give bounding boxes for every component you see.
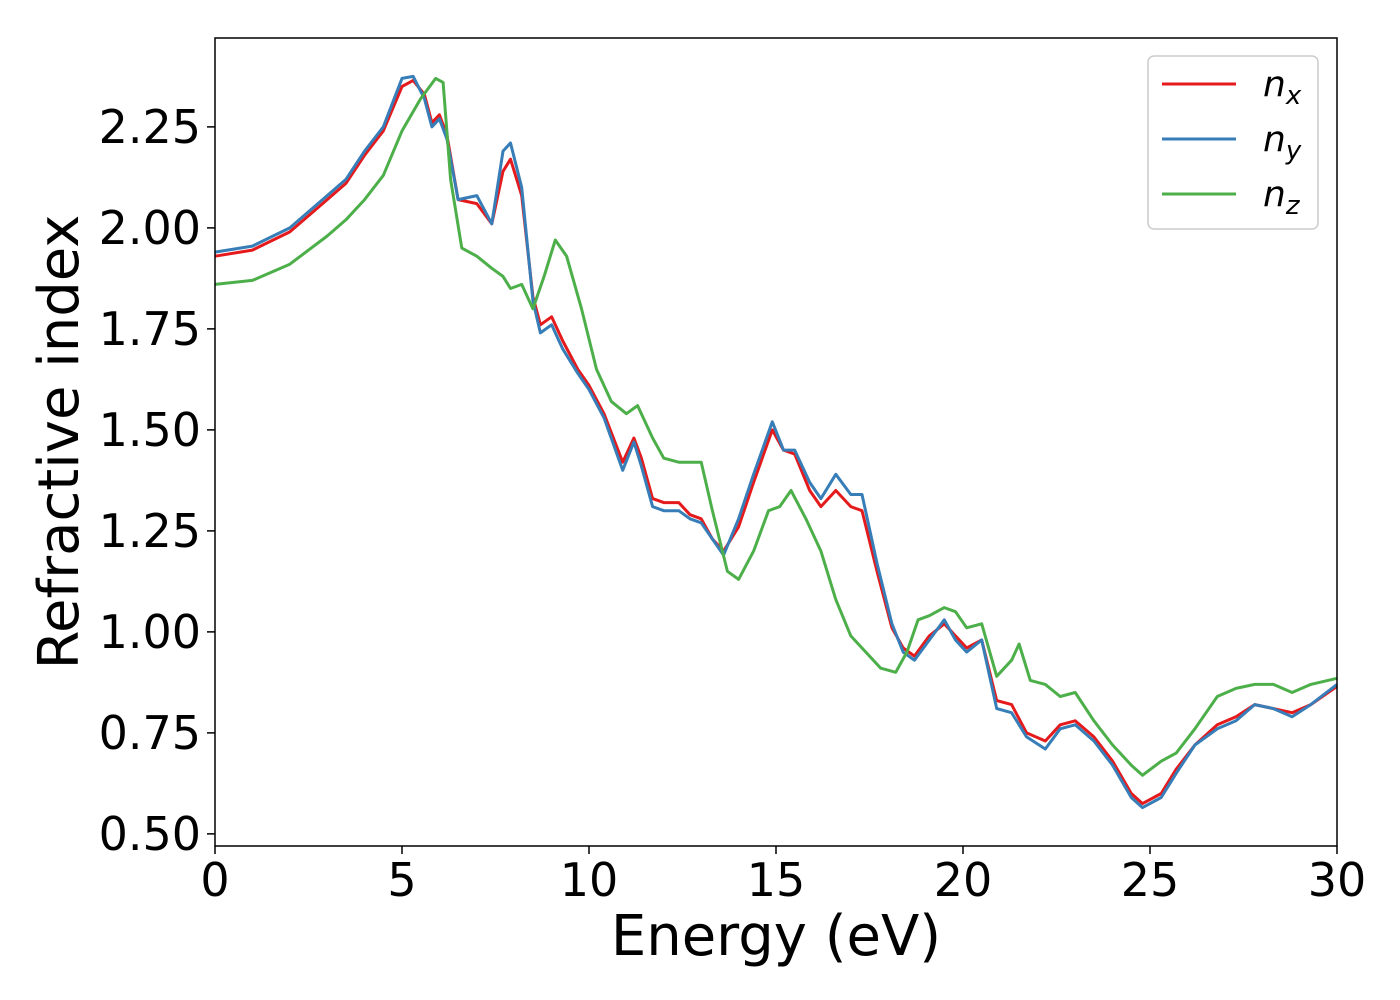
y-tick-label: 1.50 — [99, 403, 201, 457]
x-tick-label: 25 — [1121, 853, 1180, 907]
legend-box — [1147, 55, 1319, 230]
y-tick-label: 2.25 — [99, 100, 201, 154]
x-tick-label: 15 — [747, 853, 806, 907]
y-tick-label: 0.50 — [99, 807, 201, 861]
legend-label-nx: nx — [1263, 64, 1302, 111]
x-tick-label: 0 — [200, 853, 229, 907]
y-tick-label: 0.75 — [99, 706, 201, 760]
series-line-nz — [214, 76, 1338, 777]
series-lines — [214, 74, 1338, 810]
x-axis: 0 5 10 15 20 25 30 — [200, 846, 1366, 907]
y-axis: 0.50 0.75 1.00 1.25 1.50 1.75 2.00 2.25 — [99, 100, 215, 861]
x-tick-label: 30 — [1308, 853, 1367, 907]
y-tick-label: 2.00 — [99, 201, 201, 255]
series-line-ny — [214, 74, 1338, 810]
y-tick-label: 1.25 — [99, 504, 201, 558]
legend: nx ny nz — [1147, 55, 1319, 230]
y-axis-title: Refractive index — [27, 215, 92, 670]
x-tick-label: 20 — [934, 853, 993, 907]
legend-label-ny: ny — [1263, 119, 1302, 166]
legend-label-nz: nz — [1263, 174, 1301, 221]
x-axis-title: Energy (eV) — [611, 904, 941, 969]
x-tick-label: 10 — [560, 853, 619, 907]
y-tick-label: 1.00 — [99, 605, 201, 659]
x-tick-label: 5 — [387, 853, 416, 907]
y-tick-label: 1.75 — [99, 302, 201, 356]
